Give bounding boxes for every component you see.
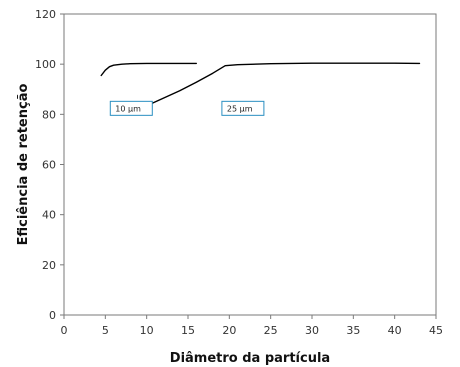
y-tick-label: 0: [49, 309, 56, 322]
series-label-box: [109, 100, 153, 116]
series-layer: [100, 62, 421, 112]
series-label-1: 10 µm: [109, 100, 153, 116]
y-tick-label: 60: [42, 159, 56, 172]
series-line-2: [134, 62, 421, 112]
series-label-layer: 10 µm 25 µm: [109, 100, 265, 116]
y-tick-label: 120: [35, 8, 56, 21]
x-tick-label: 20: [222, 324, 236, 337]
x-tick-label: 45: [429, 324, 443, 337]
series-label-box: [221, 100, 265, 116]
series-label-text: 25 µm: [227, 104, 253, 113]
series-line-1: [100, 62, 198, 77]
x-tick-label: 0: [61, 324, 68, 337]
series-label-text: 10 µm: [115, 104, 141, 113]
y-tick-label: 20: [42, 259, 56, 272]
x-tick-label: 30: [305, 324, 319, 337]
y-tick-label: 100: [35, 58, 56, 71]
x-tick-label: 25: [264, 324, 278, 337]
x-tick-label: 15: [181, 324, 195, 337]
y-axis-title: Eficiência de retenção: [16, 84, 31, 246]
y-tick-label: 40: [42, 209, 56, 222]
x-axis-title: Diâmetro da partícula: [170, 351, 330, 366]
x-tick-label: 35: [346, 324, 360, 337]
y-axis-ticks: 0 20 40 60 80 100 120: [35, 8, 64, 322]
x-tick-label: 5: [102, 324, 109, 337]
y-tick-label: 80: [42, 108, 56, 121]
plot-area-frame: [63, 13, 437, 316]
x-axis-ticks: 0 5 10 15 20 25 30 35 40 45: [61, 315, 443, 337]
series-label-2: 25 µm: [221, 100, 265, 116]
x-tick-label: 10: [140, 324, 154, 337]
x-tick-label: 40: [388, 324, 402, 337]
